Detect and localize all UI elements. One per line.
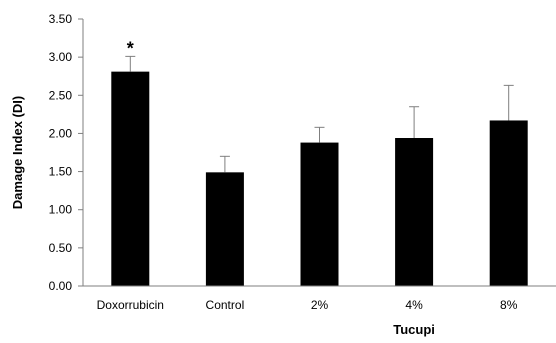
bar-4 <box>489 120 528 287</box>
y-tick-label: 1.50 <box>49 165 73 179</box>
y-tick-label: 2.00 <box>49 126 73 140</box>
y-tick-label: 3.00 <box>49 50 73 64</box>
x-tick-label: Doxorrubicin <box>97 298 164 312</box>
bar-3 <box>395 138 434 286</box>
x-axis-ticks: Doxorrubicin Control 2% 4% 8% <box>97 298 518 312</box>
annotations: * <box>127 38 134 58</box>
x-tick-label: 2% <box>311 298 329 312</box>
bar-0 <box>111 71 150 286</box>
bar-2 <box>300 142 339 286</box>
y-axis-ticks: 0.00 0.50 1.00 1.50 2.00 2.50 3.00 3.50 <box>49 12 83 293</box>
significance-marker: * <box>127 38 134 58</box>
y-tick-label: 0.00 <box>49 279 73 293</box>
bars <box>111 71 528 287</box>
y-tick-label: 2.50 <box>49 88 73 102</box>
x-axis-title: Tucupi <box>393 322 435 337</box>
error-bars <box>125 55 514 173</box>
y-tick-label: 1.00 <box>49 203 73 217</box>
y-axis-title: Damage Index (DI) <box>10 96 25 209</box>
bar-1 <box>205 172 244 286</box>
x-tick-label: 4% <box>405 298 423 312</box>
x-tick-label: Control <box>206 298 245 312</box>
x-tick-label: 8% <box>500 298 518 312</box>
y-tick-label: 3.50 <box>49 12 73 26</box>
y-tick-label: 0.50 <box>49 241 73 255</box>
